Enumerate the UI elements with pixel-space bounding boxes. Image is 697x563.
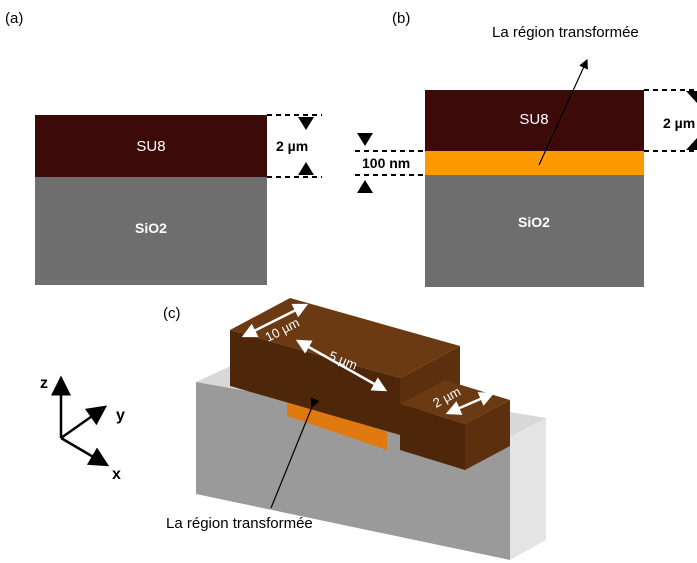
y-axis-label: y [116,407,125,424]
su8-layer [35,115,267,177]
dim-length-arrow [241,303,309,338]
region-dim-arrow-down [357,133,373,146]
region-dim-arrow-up [357,180,373,193]
sio2-label: SiO2 [518,214,550,230]
panel-c: (c) 10 µm 5 µm 2 µm La région transformé… [40,298,546,560]
dim-region-arrow [295,339,388,392]
narrow-section-front [400,404,465,470]
z-axis-label: z [40,375,48,392]
sio2-layer [35,177,267,285]
panel-a: (a) SU8 SiO2 2 µm [5,10,322,285]
region-pointer-arrow [270,397,320,509]
su8-label: SU8 [519,111,548,128]
x-axis [60,436,110,467]
dim-arrow-up [298,162,314,175]
sio2-label: SiO2 [135,220,167,236]
dim-arrow-down [686,91,697,103]
thickness-label: 2 µm [276,138,308,154]
panel-a-label: (a) [5,10,23,27]
su8-layer [425,90,644,151]
narrow-section-side [465,400,510,470]
region-pointer-arrow [538,58,588,166]
substrate-side-face [510,418,546,560]
region-thickness-label: 100 nm [362,155,410,171]
y-axis [60,405,108,440]
panel-b: (b) La région transformée SU8 SiO2 2 µm … [355,10,697,287]
dim-arrow-down [298,117,314,130]
su8-label: SU8 [136,138,165,155]
dim-arrow-up [686,138,697,150]
dim-width-arrow [445,392,495,415]
transformed-region-layer [425,151,644,175]
panel-b-label: (b) [392,10,410,27]
transformed-region-3d [287,398,387,450]
region-label-b: La région transformée [492,24,639,41]
panel-c-label: (c) [163,305,181,322]
sio2-layer [425,175,644,287]
thickness-label: 2 µm [663,115,695,131]
x-axis-label: x [112,466,121,483]
region-label-c: La région transformée [166,515,313,532]
coordinate-axes: z y x [40,375,125,483]
